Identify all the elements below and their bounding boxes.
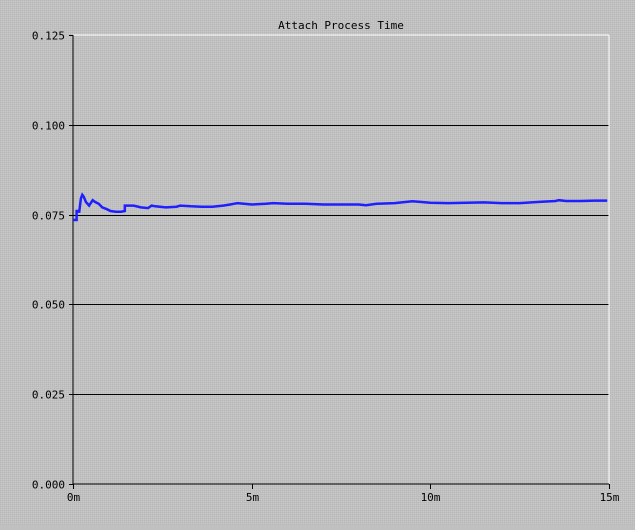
x-tick-label: 5m bbox=[246, 491, 260, 504]
chart-title: Attach Process Time bbox=[278, 19, 404, 32]
plot-area bbox=[73, 35, 609, 484]
x-tick-label: 15m bbox=[600, 491, 620, 504]
x-tick-label: 0m bbox=[67, 491, 81, 504]
y-tick-label: 0.075 bbox=[32, 210, 65, 223]
gridlines bbox=[73, 125, 609, 395]
y-tick-label: 0.050 bbox=[32, 299, 65, 312]
y-tick-label: 0.025 bbox=[32, 389, 65, 402]
y-tick-label: 0.125 bbox=[32, 30, 65, 43]
x-tick-label: 10m bbox=[421, 491, 441, 504]
series-line bbox=[73, 192, 608, 222]
series-layer bbox=[73, 192, 608, 222]
y-tick-label: 0.000 bbox=[32, 479, 65, 492]
y-tick-label: 0.100 bbox=[32, 120, 65, 133]
axis-ticks: 0.000 0.025 0.050 0.075 0.100 0.125 0m 5m 10m 15m bbox=[32, 30, 620, 505]
